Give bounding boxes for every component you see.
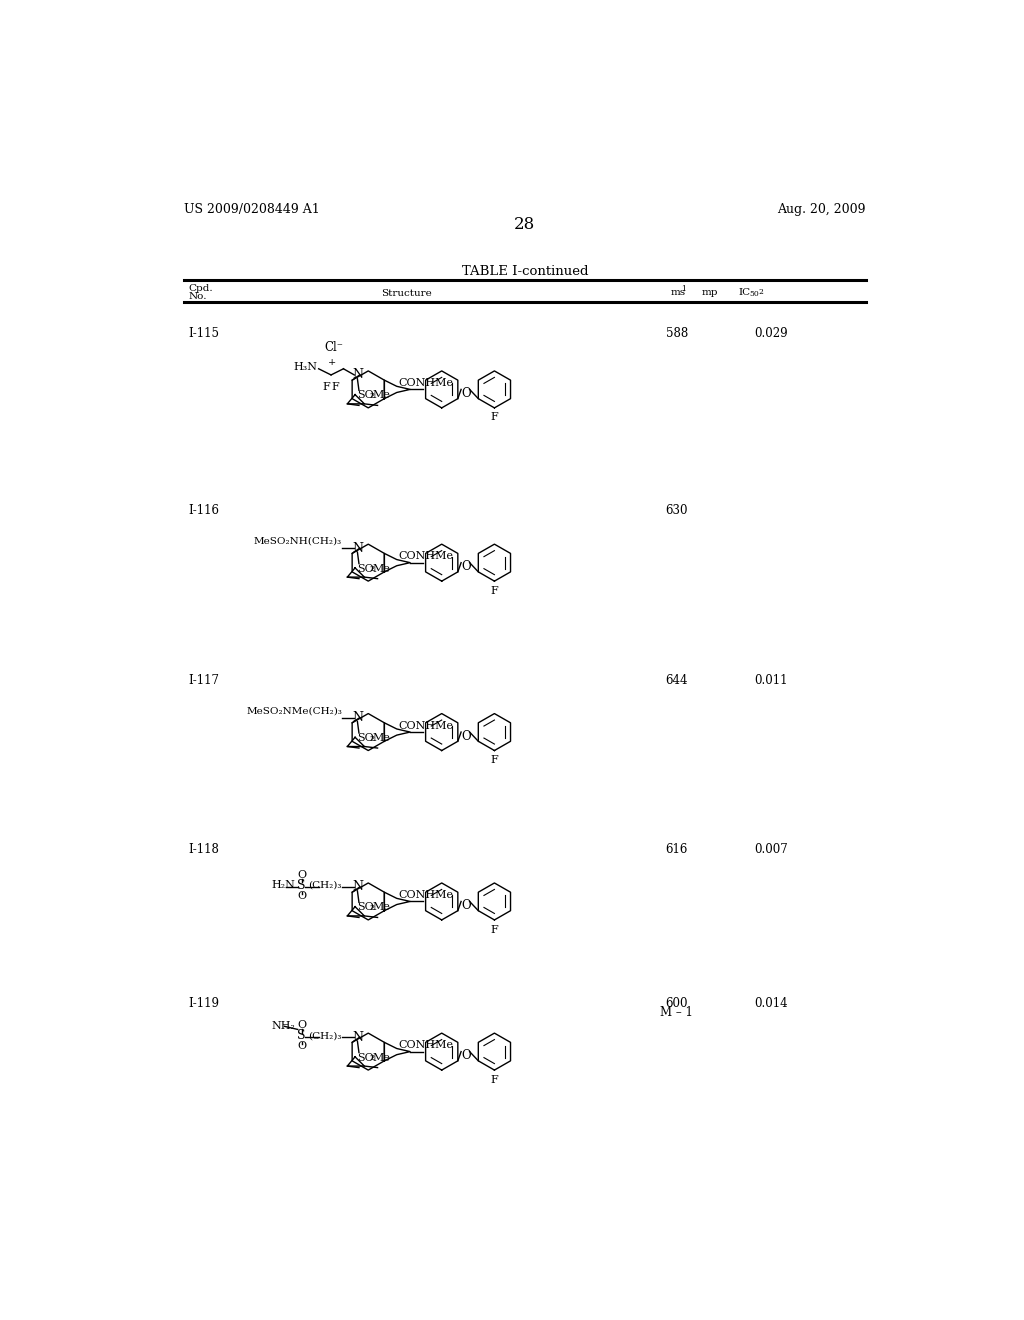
Text: Cpd.: Cpd. bbox=[188, 284, 213, 293]
Text: 630: 630 bbox=[666, 504, 688, 517]
Text: N: N bbox=[352, 541, 362, 554]
Text: O: O bbox=[297, 870, 306, 879]
Text: Me: Me bbox=[373, 564, 391, 574]
Text: O: O bbox=[297, 1041, 306, 1051]
Text: Me: Me bbox=[373, 733, 391, 743]
Text: 2: 2 bbox=[369, 734, 375, 743]
Text: 0.011: 0.011 bbox=[755, 673, 788, 686]
Text: No.: No. bbox=[188, 292, 207, 301]
Text: I-119: I-119 bbox=[188, 997, 219, 1010]
Text: O: O bbox=[462, 899, 471, 912]
Text: SO: SO bbox=[357, 1052, 374, 1063]
Text: Aug. 20, 2009: Aug. 20, 2009 bbox=[777, 203, 866, 216]
Text: mp: mp bbox=[701, 288, 718, 297]
Text: CONHMe: CONHMe bbox=[398, 378, 454, 388]
Text: F: F bbox=[490, 1074, 499, 1085]
Text: US 2009/0208449 A1: US 2009/0208449 A1 bbox=[183, 203, 319, 216]
Text: 2: 2 bbox=[369, 1055, 375, 1063]
Text: O: O bbox=[462, 730, 471, 743]
Text: N: N bbox=[352, 368, 362, 381]
Text: N: N bbox=[352, 880, 362, 894]
Text: 588: 588 bbox=[666, 327, 688, 341]
Text: 2: 2 bbox=[758, 288, 763, 296]
Text: SO: SO bbox=[357, 564, 374, 574]
Text: 616: 616 bbox=[666, 843, 688, 855]
Text: I-115: I-115 bbox=[188, 327, 219, 341]
Text: F: F bbox=[332, 381, 340, 392]
Text: CONHMe: CONHMe bbox=[398, 1040, 454, 1051]
Text: N: N bbox=[352, 711, 362, 725]
Text: S: S bbox=[297, 879, 306, 892]
Text: ms: ms bbox=[671, 288, 686, 297]
Text: Me: Me bbox=[373, 903, 391, 912]
Text: 2: 2 bbox=[369, 904, 375, 912]
Text: H₂N: H₂N bbox=[271, 880, 295, 891]
Text: SO: SO bbox=[357, 733, 374, 743]
Text: MeSO₂NMe(CH₂)₃: MeSO₂NMe(CH₂)₃ bbox=[246, 706, 342, 715]
Text: O: O bbox=[462, 1049, 471, 1063]
Text: O: O bbox=[297, 891, 306, 902]
Text: SO: SO bbox=[357, 903, 374, 912]
Text: F: F bbox=[490, 755, 499, 766]
Text: I-117: I-117 bbox=[188, 673, 219, 686]
Text: 1: 1 bbox=[681, 285, 686, 293]
Text: M – 1: M – 1 bbox=[660, 1006, 693, 1019]
Text: 2: 2 bbox=[369, 565, 375, 573]
Text: F: F bbox=[490, 924, 499, 935]
Text: 0.029: 0.029 bbox=[755, 327, 788, 341]
Text: 0.007: 0.007 bbox=[755, 843, 788, 855]
Text: +: + bbox=[328, 358, 336, 367]
Text: MeSO₂NH(CH₂)₃: MeSO₂NH(CH₂)₃ bbox=[254, 537, 342, 546]
Text: IC: IC bbox=[738, 288, 751, 297]
Text: 0.014: 0.014 bbox=[755, 997, 788, 1010]
Text: CONHMe: CONHMe bbox=[398, 552, 454, 561]
Text: S: S bbox=[297, 1030, 306, 1041]
Text: H₃N: H₃N bbox=[293, 362, 317, 372]
Text: SO: SO bbox=[357, 391, 374, 400]
Text: I-118: I-118 bbox=[188, 843, 219, 855]
Text: NH₂: NH₂ bbox=[271, 1022, 295, 1031]
Text: O: O bbox=[297, 1020, 306, 1030]
Text: I-116: I-116 bbox=[188, 504, 219, 517]
Text: 600: 600 bbox=[666, 997, 688, 1010]
Text: Cl⁻: Cl⁻ bbox=[325, 341, 344, 354]
Text: CONHMe: CONHMe bbox=[398, 721, 454, 730]
Text: 2: 2 bbox=[369, 392, 375, 400]
Text: Me: Me bbox=[373, 1052, 391, 1063]
Text: Structure: Structure bbox=[382, 289, 432, 298]
Text: F: F bbox=[490, 586, 499, 595]
Text: Me: Me bbox=[373, 391, 391, 400]
Text: N: N bbox=[352, 1031, 362, 1044]
Text: 644: 644 bbox=[666, 673, 688, 686]
Text: (CH₂)₃: (CH₂)₃ bbox=[308, 880, 342, 890]
Text: O: O bbox=[462, 387, 471, 400]
Text: 28: 28 bbox=[514, 216, 536, 234]
Text: TABLE I-continued: TABLE I-continued bbox=[462, 264, 588, 277]
Text: F: F bbox=[323, 381, 331, 392]
Text: (CH₂)₃: (CH₂)₃ bbox=[308, 1031, 342, 1040]
Text: 50: 50 bbox=[750, 290, 760, 298]
Text: CONHMe: CONHMe bbox=[398, 890, 454, 900]
Text: F: F bbox=[490, 412, 499, 422]
Text: O: O bbox=[462, 560, 471, 573]
